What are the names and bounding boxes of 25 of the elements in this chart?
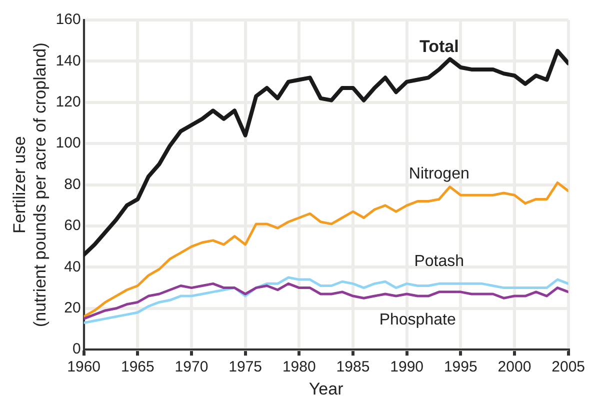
series-label: Phosphate bbox=[379, 311, 456, 328]
x-tick-label: 1960 bbox=[67, 358, 101, 376]
y-axis-title: Fertilizer use (nutrient pounds per acre of cropland) bbox=[10, 42, 50, 328]
x-tick-label: 1985 bbox=[336, 358, 370, 376]
y-tick-label: 0 bbox=[72, 340, 81, 358]
x-tick-label: 2000 bbox=[498, 358, 532, 376]
y-tick-label: 160 bbox=[56, 11, 81, 28]
x-tick-label: 1990 bbox=[390, 358, 424, 376]
y-tick-label: 100 bbox=[56, 134, 81, 152]
x-tick-label: 1975 bbox=[228, 358, 262, 376]
x-tick-label: 1980 bbox=[282, 358, 316, 376]
x-tick-label: 2005 bbox=[552, 358, 586, 376]
series-label: Potash bbox=[414, 253, 464, 270]
x-tick-label: 1965 bbox=[120, 358, 154, 376]
series-label: Nitrogen bbox=[408, 166, 470, 183]
y-tick-label: 60 bbox=[64, 217, 81, 234]
series-label: Total bbox=[419, 37, 459, 56]
y-tick-label: 120 bbox=[56, 94, 81, 111]
y-tick-label: 20 bbox=[64, 300, 81, 317]
y-tick-label: 140 bbox=[56, 52, 81, 70]
x-tick-label: 1970 bbox=[174, 358, 208, 376]
y-tick-label: 40 bbox=[64, 258, 81, 276]
x-axis-title: Year bbox=[308, 379, 344, 398]
y-tick-label: 80 bbox=[64, 176, 81, 193]
x-tick-label: 1995 bbox=[444, 358, 478, 376]
